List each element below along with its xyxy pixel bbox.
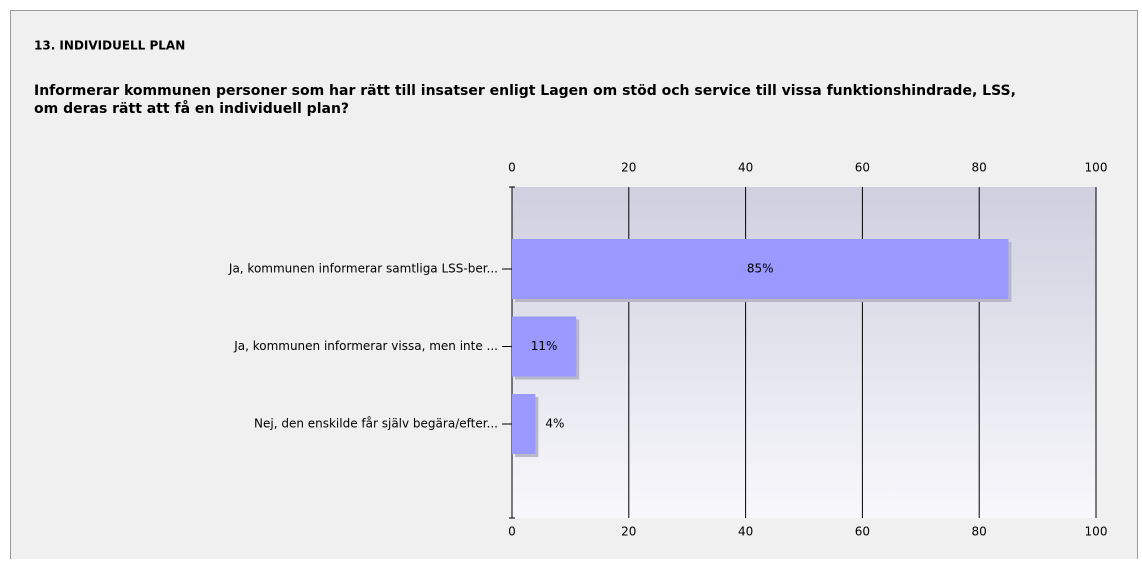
x-tick-label: 60 xyxy=(855,525,870,539)
x-tick-label: 20 xyxy=(621,525,636,539)
y-tick-label: Ja, kommunen informerar vissa, men inte … xyxy=(233,339,498,353)
x-tick-label: 100 xyxy=(1085,161,1108,175)
x-tick-label: 40 xyxy=(738,161,753,175)
x-tick-label: 80 xyxy=(972,525,987,539)
bar xyxy=(512,239,1009,299)
x-tick-label: 0 xyxy=(508,525,516,539)
x-tick-label: 60 xyxy=(855,161,870,175)
x-tick-label: 20 xyxy=(621,161,636,175)
data-label: 85% xyxy=(747,262,774,276)
y-tick-label: Ja, kommunen informerar samtliga LSS-ber… xyxy=(228,262,498,276)
bar xyxy=(512,316,577,377)
x-tick-label: 40 xyxy=(738,525,753,539)
chart-title: 13. INDIVIDUELL PLAN xyxy=(34,39,185,53)
x-tick-label: 0 xyxy=(508,161,516,175)
data-label: 11% xyxy=(531,339,558,353)
data-label: 4% xyxy=(545,417,564,431)
bar xyxy=(512,394,536,454)
y-tick-label: Nej, den enskilde får själv begära/efter… xyxy=(254,417,498,431)
x-tick-label: 80 xyxy=(972,161,987,175)
chart-subtitle: Informerar kommunen personer som har rät… xyxy=(34,83,1016,117)
subtitle-box: Informerar kommunen personer som har rät… xyxy=(34,83,1016,117)
plot-area xyxy=(512,187,1096,518)
x-tick-label: 100 xyxy=(1085,525,1108,539)
